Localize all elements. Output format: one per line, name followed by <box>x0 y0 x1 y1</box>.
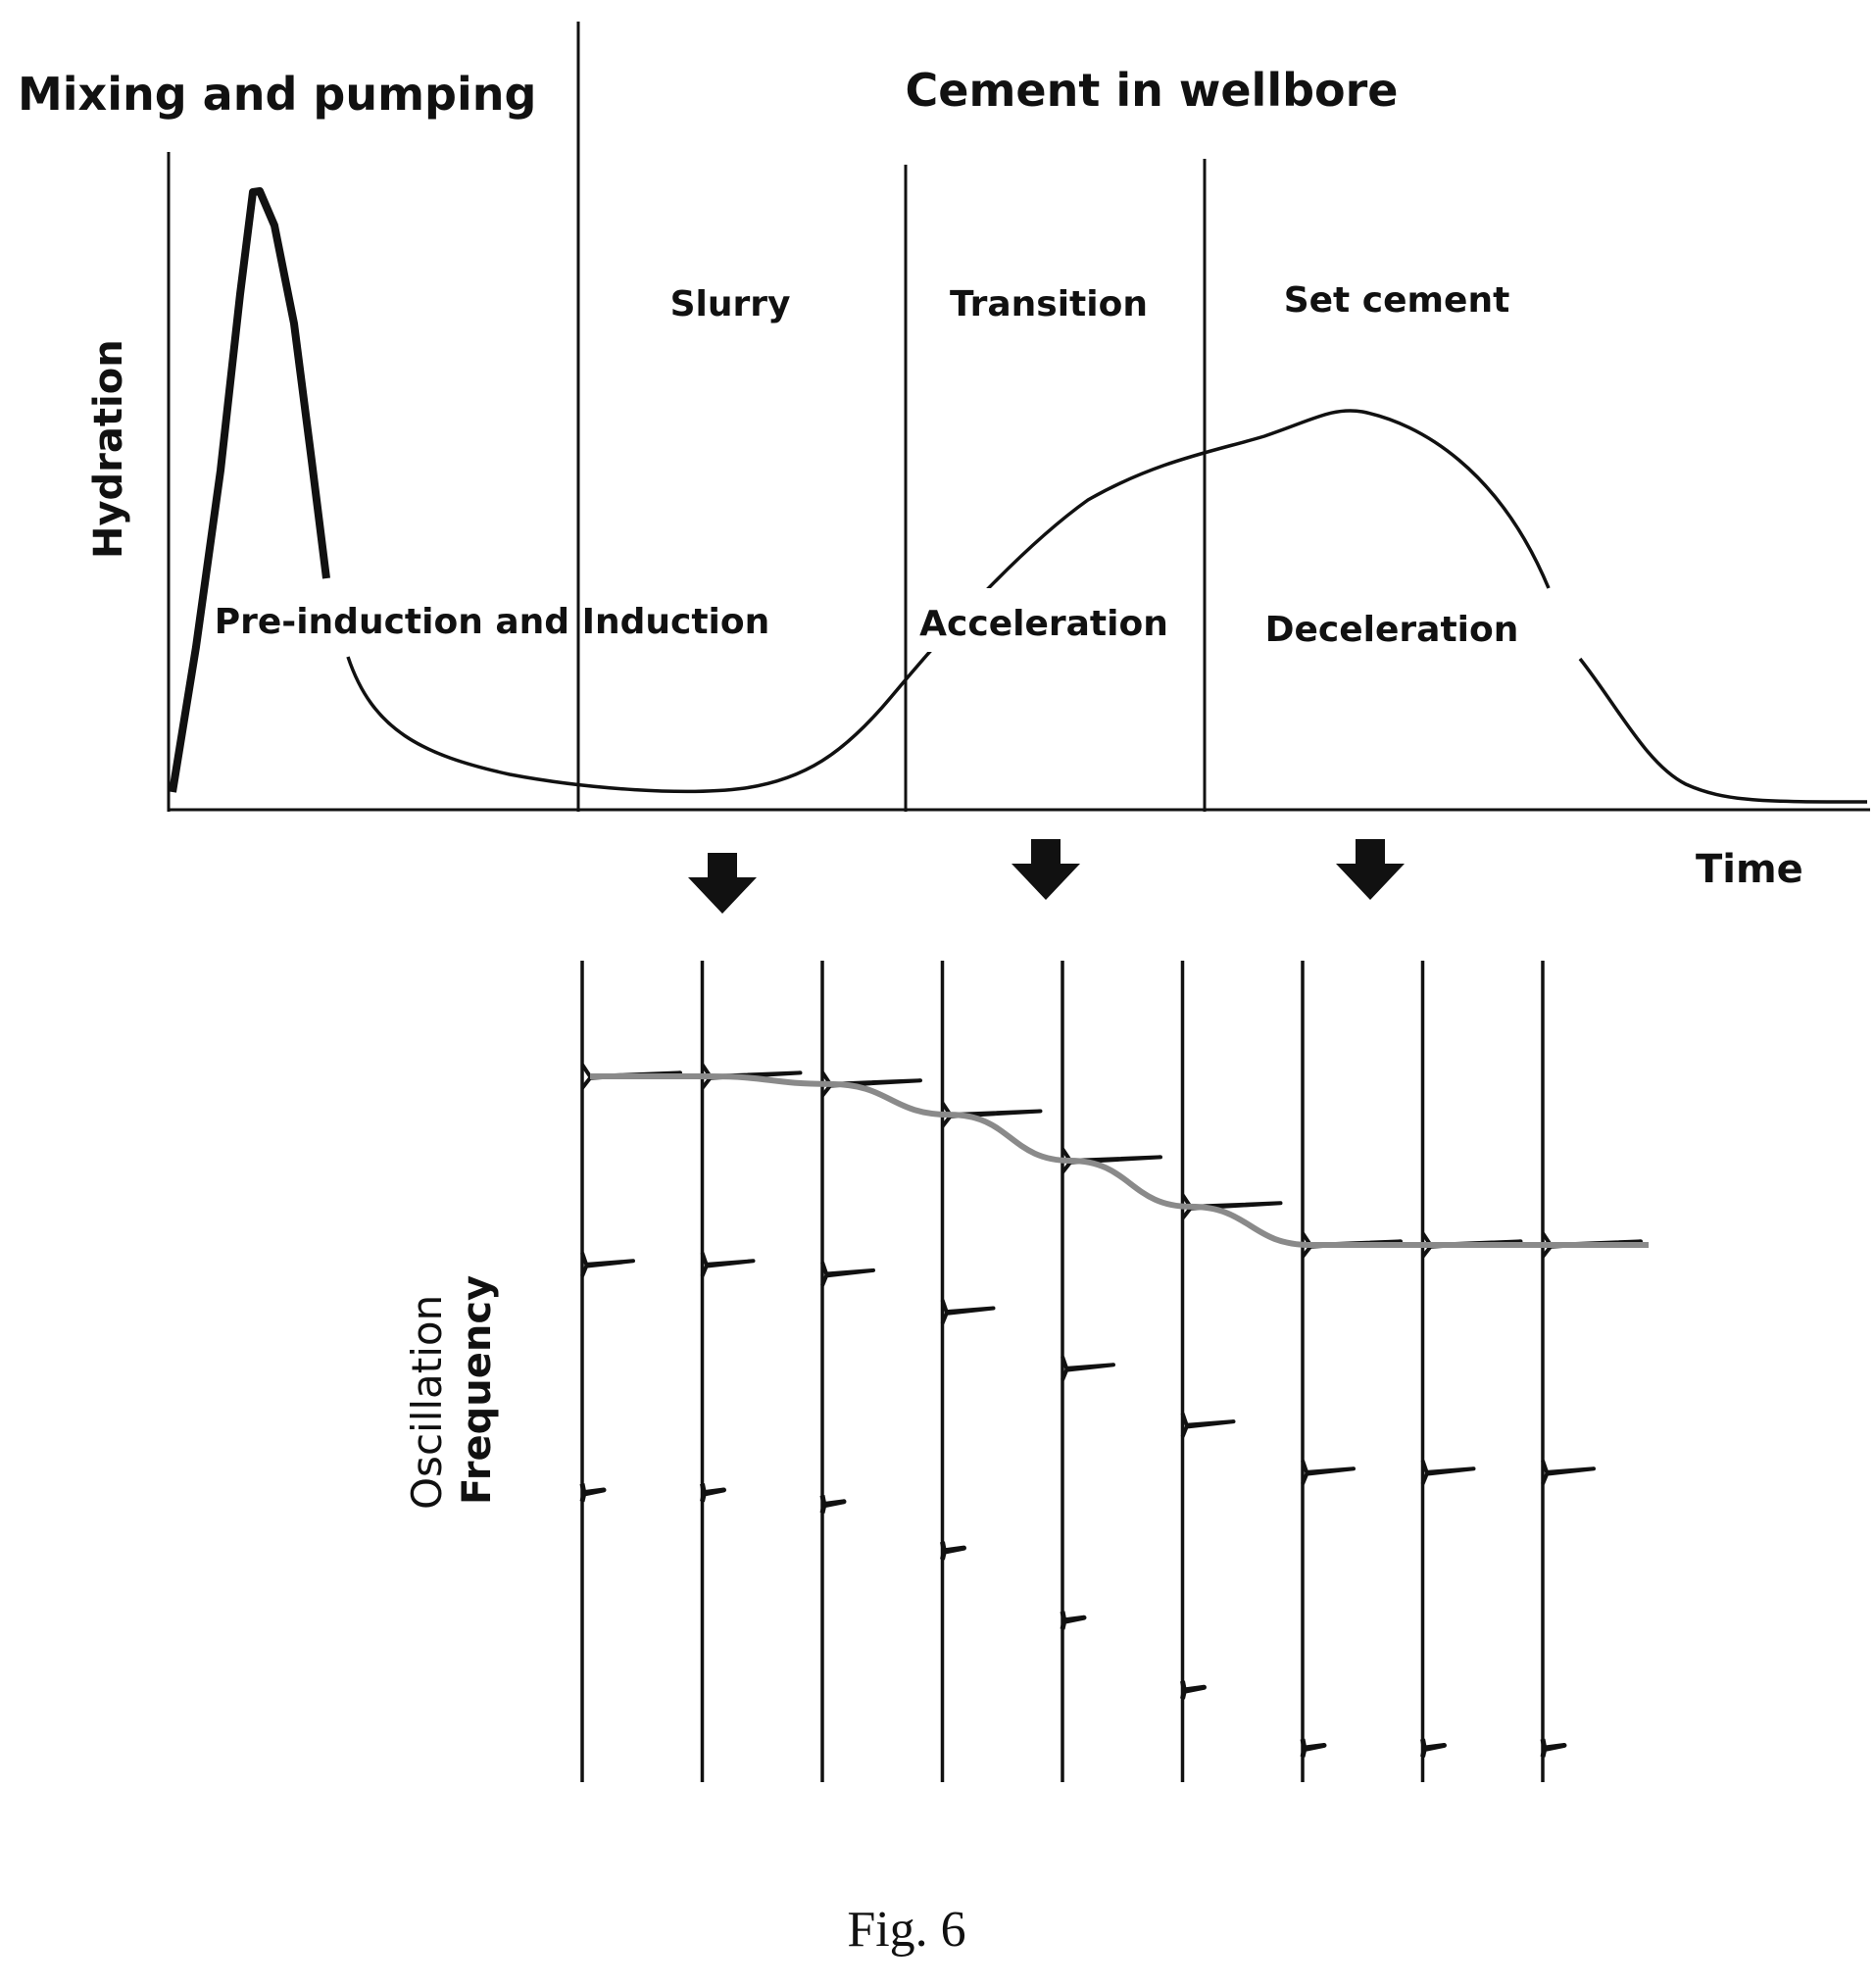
spectrum-peak-fundamental <box>820 1070 922 1098</box>
spectrum-peak-third <box>700 1483 726 1503</box>
spectrum-peak-second <box>1541 1460 1596 1485</box>
spectrum-peak-second <box>580 1252 635 1277</box>
spectrum-peak-second <box>820 1261 875 1287</box>
mask-acceleration <box>921 588 1176 652</box>
y-label-oscillation: Oscillation <box>403 1295 451 1510</box>
figure-caption: Fig. 6 <box>847 1902 965 1958</box>
spectrum-peak-fundamental <box>580 1063 682 1090</box>
mask-induction <box>235 588 755 649</box>
frequency-trend-line <box>590 1072 1649 1248</box>
state-transition: Transition <box>950 284 1148 324</box>
header-mixing-pumping: Mixing and pumping <box>18 68 536 121</box>
spectrum-peak-third <box>1540 1738 1567 1758</box>
x-label-time: Time <box>1696 847 1803 892</box>
spectrum-peak-fundamental <box>1061 1147 1162 1174</box>
spectrum-peak-second <box>1301 1460 1356 1485</box>
spectrum-peak-second <box>1061 1356 1115 1381</box>
arrow-down-icon <box>1336 839 1405 900</box>
spectrum-peak-fundamental <box>1541 1231 1643 1259</box>
spectrum-peak-second <box>1420 1460 1476 1485</box>
spectrum-peak-third <box>1180 1680 1207 1700</box>
period-induction: Pre-induction and Induction <box>215 602 770 642</box>
arrow-down-icon <box>688 853 757 914</box>
mask-deceleration <box>1264 588 1529 657</box>
header-cement-in-wellbore: Cement in wellbore <box>905 64 1398 117</box>
hydration-curve-tail <box>1578 657 1868 804</box>
y-label-frequency: Frequency <box>455 1275 500 1505</box>
spectrum-peak-third <box>1060 1611 1087 1630</box>
spectrum-peak-second <box>1180 1413 1236 1438</box>
spectrum-peak-second <box>940 1299 996 1324</box>
spectrum-peak-fundamental <box>1301 1231 1403 1259</box>
spectrum-peak-third <box>1300 1738 1327 1758</box>
spectrum-peak-second <box>700 1252 756 1277</box>
spectrum-peak-fundamental <box>940 1101 1043 1128</box>
period-deceleration: Deceleration <box>1265 610 1519 650</box>
period-acceleration: Acceleration <box>919 604 1168 644</box>
y-label-hydration: Hydration <box>86 339 131 559</box>
spectrum-peak-third <box>1420 1738 1447 1758</box>
spectrum-peak-third <box>579 1483 607 1503</box>
arrow-down-icon <box>1012 839 1080 900</box>
oscillation-spectra <box>579 961 1649 1782</box>
state-slurry: Slurry <box>670 284 791 324</box>
hydration-curve-peak <box>169 187 330 793</box>
spectrum-peak-third <box>940 1541 966 1561</box>
state-set-cement: Set cement <box>1284 280 1510 321</box>
spectrum-peak-fundamental <box>1420 1231 1523 1259</box>
spectrum-peak-fundamental <box>1180 1193 1283 1220</box>
spectrum-peak-third <box>819 1495 847 1515</box>
spectrum-peak-fundamental <box>700 1063 803 1090</box>
